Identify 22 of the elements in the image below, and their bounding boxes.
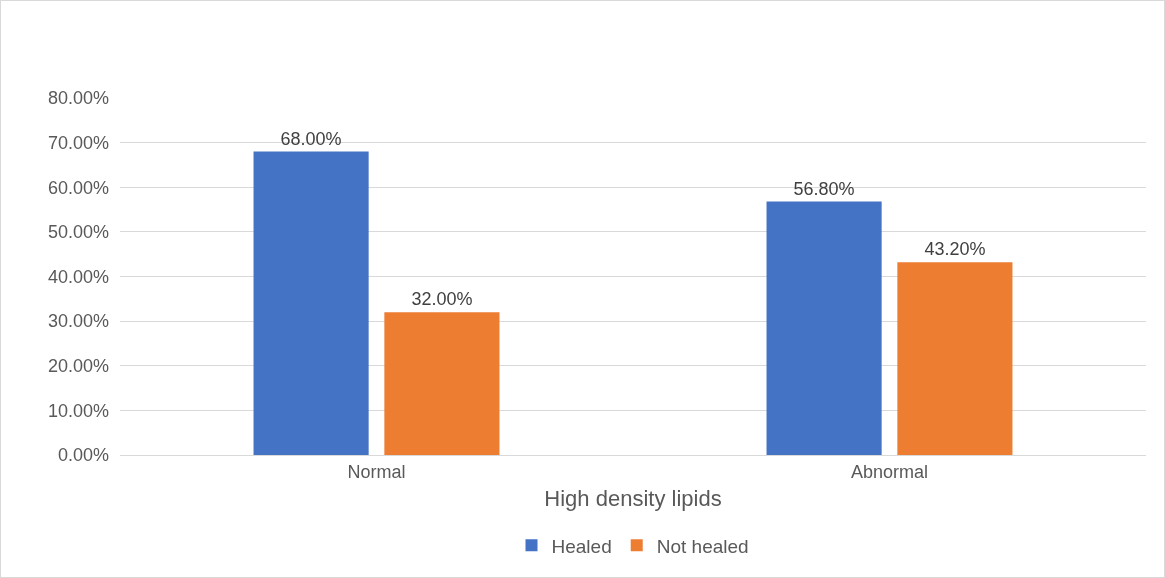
- y-tick-label: 50.00%: [47, 222, 109, 243]
- y-tick-label: 40.00%: [47, 266, 109, 287]
- y-tick-label: 60.00%: [47, 177, 109, 198]
- x-tick-label: Abnormal: [850, 461, 929, 482]
- bar: [384, 312, 500, 455]
- y-tick-label: 20.00%: [47, 356, 109, 377]
- data-label: 68.00%: [280, 128, 342, 149]
- legend-label: Healed: [551, 535, 612, 557]
- data-label: 43.20%: [924, 239, 986, 260]
- bar: [766, 201, 882, 455]
- y-tick-label: 10.00%: [47, 400, 109, 421]
- legend-label: Not healed: [656, 535, 749, 557]
- bar: [253, 151, 369, 455]
- y-tick-label: 0.00%: [57, 445, 109, 466]
- y-tick-label: 30.00%: [47, 311, 109, 332]
- x-tick-label: Normal: [347, 461, 406, 482]
- y-tick-label: 80.00%: [47, 88, 109, 109]
- data-label: 56.80%: [793, 178, 855, 199]
- data-label: 32.00%: [411, 289, 473, 310]
- y-tick-label: 70.00%: [47, 132, 109, 153]
- x-axis-title: High density lipids: [544, 486, 722, 512]
- bar: [897, 262, 1013, 455]
